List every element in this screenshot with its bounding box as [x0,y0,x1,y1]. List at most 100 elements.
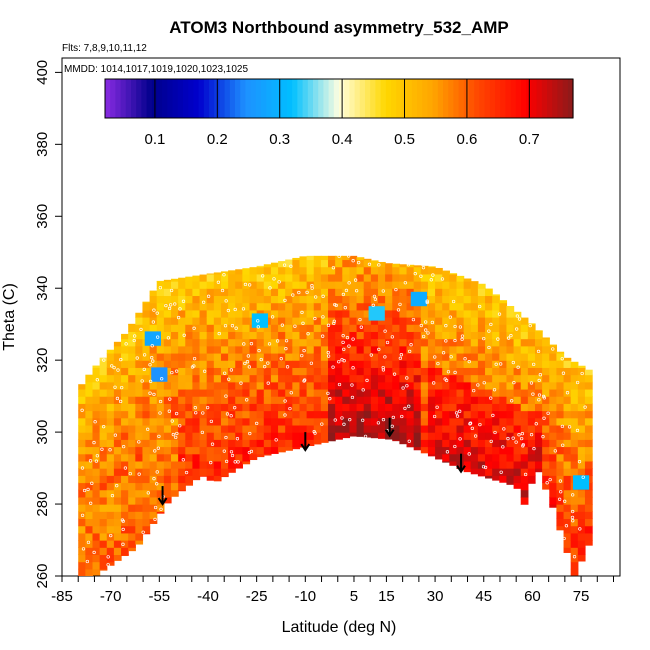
heatmap-cell [99,482,108,491]
heatmap-cell [171,417,179,426]
heatmap-cell [313,396,322,404]
heatmap-cell [477,309,486,318]
heatmap-cell [249,446,258,455]
heatmap-cell [113,374,122,383]
heatmap-cell [292,367,301,376]
heatmap-cell [135,360,144,368]
heatmap-cell [235,410,243,419]
heatmap-cell [99,460,108,469]
heatmap-cell [213,388,222,397]
heatmap-cell [99,388,108,397]
heatmap-cell [78,518,86,527]
heatmap-cell [385,281,393,289]
heatmap-cell [99,561,108,570]
heatmap-cell [584,460,593,469]
heatmap-cell [263,338,272,347]
heatmap-cell [156,280,165,282]
sample-point [243,282,248,287]
sample-point [115,396,120,401]
heatmap-cell [85,410,94,419]
heatmap-cell [178,360,186,368]
heatmap-cell [477,417,486,426]
heatmap-cell [220,374,229,383]
heatmap-cell [206,331,215,340]
heatmap-cell [199,460,208,469]
heatmap-cell [99,424,108,433]
heatmap-cell [492,460,500,469]
colorbar-swatch [297,79,304,118]
heatmap-cell [556,460,565,469]
heatmap-cell [442,360,450,368]
heatmap-cell [577,432,586,440]
heatmap-cell [520,489,529,498]
sample-point [155,482,159,486]
sample-point [451,299,456,304]
sample-point [333,418,337,422]
colorbar-swatch [167,79,174,118]
heatmap-cell [149,504,158,512]
colorbar-swatch [266,79,272,118]
sample-point [90,481,94,485]
heatmap-cell [406,309,415,318]
heatmap-cell [142,410,151,419]
heatmap-cell [513,403,522,412]
sample-point [160,377,164,381]
sample-point [509,333,513,338]
heatmap-cell [499,381,508,390]
sample-point [139,327,143,332]
heatmap-cell [577,460,586,469]
sample-point [358,317,362,322]
heatmap-cell [128,547,136,552]
heatmap-cell [192,367,201,376]
sample-point [458,409,462,413]
sample-point [155,311,159,315]
heatmap-cell [85,460,94,469]
heatmap-cell [370,288,379,297]
heatmap-cell [263,360,272,368]
sample-point [248,283,252,287]
heatmap-cell [185,432,194,440]
sample-point [342,359,346,363]
heatmap-cell [142,324,151,332]
heatmap-cell [470,453,479,462]
heatmap-cell [192,374,201,383]
heatmap-cell [535,388,543,397]
heatmap-cell [377,403,386,412]
heatmap-cell [128,475,136,484]
heatmap-cell [199,424,208,433]
sample-point [499,470,503,474]
heatmap-cell [199,381,208,390]
heatmap-cell [92,388,101,397]
heatmap-cell [556,482,565,491]
heatmap-cell [377,281,386,289]
heatmap-cell [492,331,500,340]
sample-point [115,484,119,488]
heatmap-cell [527,324,536,332]
heatmap-cell [185,302,194,311]
heatmap-cell [370,374,379,383]
heatmap-cell [278,417,286,426]
sample-point [383,355,387,359]
heatmap-cell [584,453,593,462]
sample-point [482,381,486,385]
colorbar-swatch [380,79,387,118]
heatmap-cell [370,388,379,397]
heatmap-cell [285,302,293,311]
heatmap-cell [563,475,572,484]
sample-point [169,303,173,307]
heatmap-cell [135,532,144,541]
heatmap-cell [456,388,465,397]
heatmap-cell [106,446,115,455]
heatmap-cell [527,482,536,484]
sample-point [192,364,196,368]
heatmap-cell [549,453,558,462]
heatmap-cell [477,403,486,412]
heatmap-cell [306,302,315,311]
sample-point [341,292,346,297]
heatmap-cell [556,388,565,397]
sample-point [216,280,221,284]
heatmap-cell [220,324,229,332]
heatmap-cell [549,424,558,433]
heatmap-cell [320,309,329,318]
heatmap-cell [356,374,365,383]
